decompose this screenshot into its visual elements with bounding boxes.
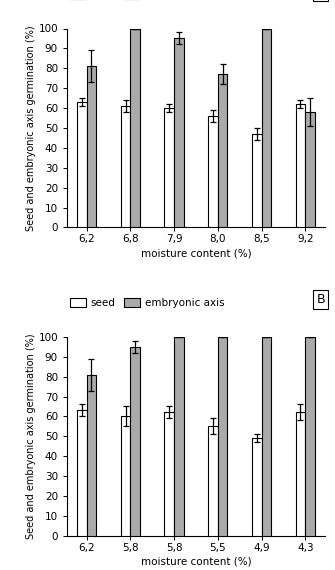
Bar: [121, 417, 130, 536]
Bar: [130, 28, 140, 227]
Bar: [262, 337, 271, 536]
Bar: [305, 337, 315, 536]
X-axis label: moisture content (%): moisture content (%): [141, 557, 251, 567]
Bar: [130, 347, 140, 536]
Bar: [87, 374, 96, 536]
Bar: [174, 38, 184, 227]
Y-axis label: Seed and embryonic axis germination (%): Seed and embryonic axis germination (%): [25, 25, 36, 231]
Bar: [262, 28, 271, 227]
Bar: [87, 66, 96, 227]
Bar: [296, 104, 305, 227]
Bar: [174, 337, 184, 536]
Bar: [218, 337, 227, 536]
Bar: [77, 102, 87, 227]
Bar: [121, 106, 130, 227]
Bar: [218, 74, 227, 227]
Legend: seed, embryonic axis: seed, embryonic axis: [70, 298, 224, 308]
Bar: [208, 426, 218, 536]
Bar: [252, 134, 262, 227]
Bar: [164, 413, 174, 536]
Y-axis label: Seed and embryonic axis germination (%): Seed and embryonic axis germination (%): [25, 333, 36, 539]
Bar: [208, 116, 218, 227]
Bar: [296, 413, 305, 536]
Bar: [77, 410, 87, 536]
X-axis label: moisture content (%): moisture content (%): [141, 249, 251, 259]
Bar: [305, 112, 315, 227]
Text: B: B: [316, 293, 325, 306]
Bar: [164, 108, 174, 227]
Bar: [252, 438, 262, 536]
